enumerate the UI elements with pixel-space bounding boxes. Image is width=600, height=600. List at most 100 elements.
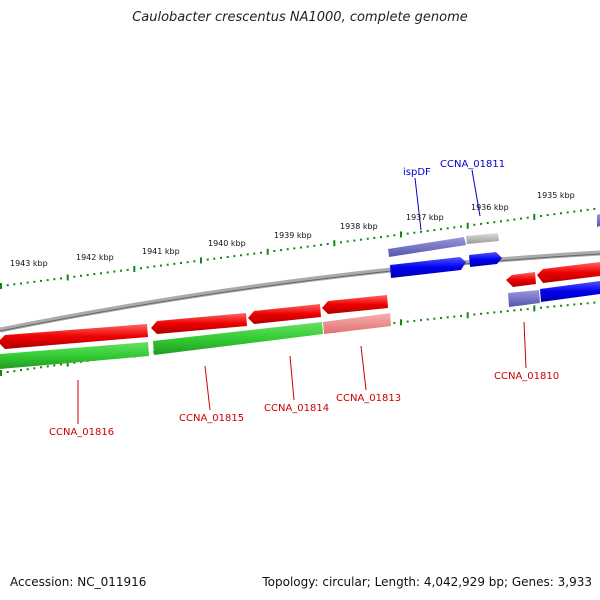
minor-tick <box>553 213 556 216</box>
gene-CCNA_01810-arrow[interactable] <box>506 272 536 287</box>
gene-CCNA_01811[interactable] <box>469 252 502 267</box>
gene-label-CCNA_01813[interactable]: CCNA_01813 <box>336 393 401 404</box>
gene-CCNA_01816[interactable] <box>0 324 148 349</box>
minor-tick <box>240 254 242 257</box>
gene-CCNA_01813[interactable] <box>322 295 388 314</box>
minor-tick <box>513 218 516 221</box>
cds-CCNA_01816[interactable] <box>0 342 149 369</box>
minor-tick <box>193 260 196 263</box>
major-tick <box>266 248 269 255</box>
gene-label-CCNA_01814[interactable]: CCNA_01814 <box>264 403 329 414</box>
minor-tick <box>473 313 476 316</box>
minor-tick <box>53 278 56 281</box>
minor-tick <box>340 241 342 244</box>
minor-tick <box>280 249 282 252</box>
gene-CCNA_01814[interactable] <box>248 304 321 324</box>
minor-tick <box>446 316 449 319</box>
gene-ispDF[interactable] <box>390 257 466 278</box>
minor-tick <box>33 280 36 283</box>
minor-tick <box>440 228 442 231</box>
minor-tick <box>586 302 589 305</box>
minor-tick <box>440 317 442 319</box>
gene-label-CCNA_01815[interactable]: CCNA_01815 <box>179 413 244 424</box>
minor-tick <box>593 207 596 210</box>
minor-tick <box>506 310 509 313</box>
minor-tick <box>446 227 449 230</box>
minor-tick <box>186 261 189 264</box>
minor-tick <box>113 270 116 273</box>
major-tick <box>400 231 402 238</box>
minor-tick <box>120 269 122 272</box>
minor-tick <box>580 302 582 305</box>
minor-tick <box>306 245 309 248</box>
minor-tick <box>586 208 589 211</box>
minor-tick <box>573 303 576 306</box>
minor-tick <box>366 237 369 240</box>
minor-tick <box>513 309 516 312</box>
minor-tick <box>73 275 76 278</box>
scale-label: 1938 kbp <box>340 222 378 231</box>
minor-tick <box>180 262 182 264</box>
minor-tick <box>460 314 462 317</box>
gene-CCNA_01811-outer[interactable] <box>466 233 499 244</box>
minor-tick <box>540 215 542 217</box>
cds-CCNA_01815-01814[interactable] <box>153 322 323 355</box>
gene-label-CCNA_01810[interactable]: CCNA_01810 <box>494 371 559 382</box>
gene-label-ispDF[interactable]: ispDF <box>403 167 431 178</box>
gene-label-CCNA_01811[interactable]: CCNA_01811 <box>440 159 505 170</box>
minor-tick <box>293 247 296 250</box>
minor-tick <box>560 304 562 307</box>
scale-label: 1941 kbp <box>142 247 180 256</box>
minor-tick <box>580 209 582 212</box>
minor-tick <box>173 262 176 265</box>
gene-ispDF-outer[interactable] <box>388 237 466 257</box>
scale-label: 1936 kbp <box>471 203 509 212</box>
minor-tick <box>273 250 276 252</box>
minor-tick <box>500 220 502 223</box>
minor-tick <box>420 319 422 322</box>
minor-tick <box>393 234 396 237</box>
minor-tick <box>206 258 209 261</box>
minor-tick <box>60 363 62 366</box>
minor-tick <box>520 308 522 311</box>
cds-CCNA_01813[interactable] <box>323 313 391 334</box>
gene-CCNA_01809-outer[interactable] <box>540 281 600 302</box>
minor-tick <box>486 222 489 224</box>
minor-tick <box>6 371 9 373</box>
minor-tick <box>413 231 416 234</box>
minor-tick <box>386 235 389 238</box>
minor-tick <box>106 271 109 274</box>
major-tick <box>0 370 2 376</box>
minor-tick <box>406 320 409 323</box>
minor-tick <box>486 312 489 315</box>
minor-tick <box>546 214 549 217</box>
accession-text: Accession: NC_011916 <box>10 575 147 589</box>
minor-tick <box>160 264 162 267</box>
minor-tick <box>360 238 362 241</box>
minor-tick <box>500 310 502 313</box>
scale-label: 1942 kbp <box>76 253 114 262</box>
minor-tick <box>6 284 9 287</box>
minor-tick <box>526 216 529 219</box>
gene-CCNA_01815[interactable] <box>151 313 247 334</box>
minor-tick <box>426 229 429 232</box>
minor-tick <box>373 236 376 239</box>
minor-tick <box>26 368 29 371</box>
major-tick <box>533 213 536 220</box>
gene-CCNA_01809[interactable] <box>537 262 600 283</box>
gene-label-CCNA_01816[interactable]: CCNA_01816 <box>49 427 114 438</box>
minor-tick <box>406 232 409 235</box>
minor-tick <box>226 256 229 258</box>
minor-tick <box>380 236 382 239</box>
major-tick <box>200 257 202 264</box>
gene-CCNA_01810-outer[interactable] <box>508 290 540 307</box>
minor-tick <box>453 315 456 318</box>
minor-tick <box>86 274 89 276</box>
minor-tick <box>493 311 496 314</box>
minor-tick <box>326 243 329 245</box>
minor-tick <box>480 312 482 315</box>
minor-tick <box>260 251 262 254</box>
minor-tick <box>220 256 222 259</box>
minor-tick <box>46 279 49 282</box>
